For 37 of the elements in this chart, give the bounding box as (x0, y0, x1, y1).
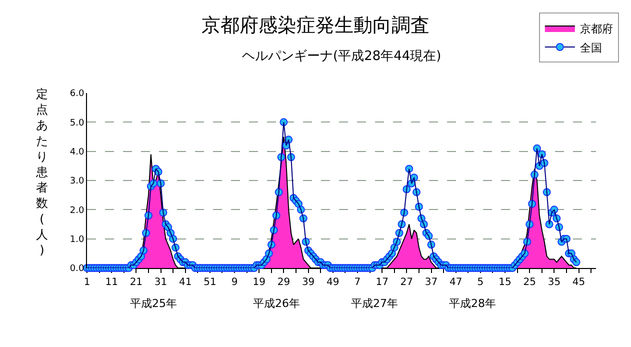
text: 平成27年 (351, 297, 398, 310)
x-tick-label: 15 (498, 277, 512, 288)
legend-label: 京都府 (580, 22, 613, 36)
x-tick-label: 31 (154, 277, 168, 288)
y-tick-label: 1.0 (70, 234, 84, 245)
x-tick-label: 35 (548, 277, 561, 288)
x-tick-label: 39 (302, 277, 315, 288)
y-tick-label: 6.0 (70, 89, 84, 100)
x-tick-label: 41 (178, 277, 192, 288)
x-tick-label: 5 (477, 277, 484, 288)
x-tick-label: 1 (84, 277, 90, 288)
x-tick-label: 37 (424, 277, 438, 288)
x-tick-label: 19 (252, 277, 266, 288)
chart-title: 京都府感染症発生動向調査 (202, 14, 430, 37)
x-tick-label: 9 (231, 277, 238, 288)
x-tick-label: 17 (376, 277, 388, 288)
x-tick-label: 45 (572, 277, 586, 288)
text: 平成26年 (253, 297, 300, 310)
chart-subtitle: ヘルパンギーナ(平成28年44現在) (242, 49, 442, 64)
y-tick-label: 3.0 (70, 176, 84, 187)
text: 平成28年 (449, 297, 496, 310)
text: 平成25年 (130, 297, 177, 310)
y-tick-label: 5.0 (70, 118, 84, 128)
x-tick-label: 29 (277, 277, 290, 288)
x-tick-label: 49 (326, 277, 340, 288)
text: 定点あたり患者数(人) (36, 87, 48, 257)
y-tick-label: 2.0 (70, 206, 84, 216)
x-tick-label: 51 (204, 277, 216, 288)
x-tick-label: 47 (449, 277, 462, 288)
x-tick-label: 21 (130, 277, 143, 288)
x-tick-label: 11 (105, 277, 118, 288)
legend-label: 全国 (580, 41, 602, 54)
x-tick-label: 25 (523, 277, 536, 288)
x-tick-label: 27 (400, 277, 414, 288)
x-tick-label: 7 (354, 277, 361, 288)
y-tick-label: 0.0 (70, 264, 84, 274)
y-tick-label: 4.0 (70, 147, 84, 158)
